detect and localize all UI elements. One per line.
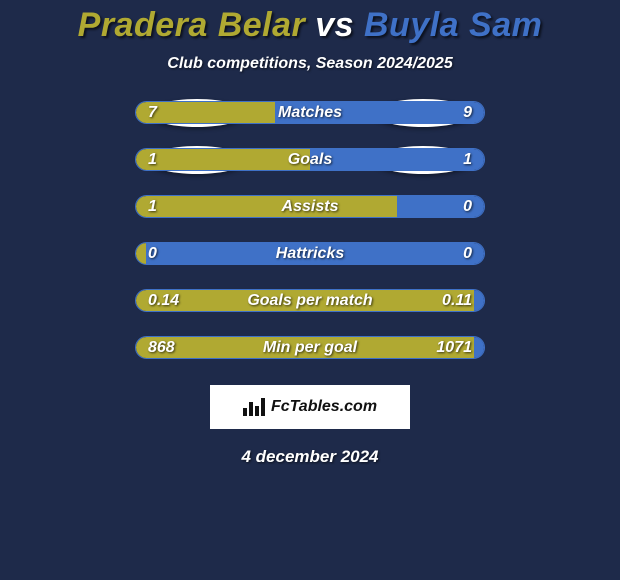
stat-value-left: 7 xyxy=(148,104,157,122)
stat-bar-left-fill xyxy=(136,243,146,264)
stat-label: Hattricks xyxy=(276,245,344,263)
stat-value-left: 0 xyxy=(148,245,157,263)
stat-label: Min per goal xyxy=(263,339,357,357)
subtitle: Club competitions, Season 2024/2025 xyxy=(167,55,452,73)
stat-label: Matches xyxy=(278,104,342,122)
stat-row: 1 Goals 1 xyxy=(135,148,485,171)
stat-bar: 1 Assists 0 xyxy=(135,195,485,218)
stat-rows: 7 Matches 9 1 Goals 1 1 Assists 0 0 Hattricks 0 0.14… xyxy=(135,101,485,383)
stat-value-right: 0.11 xyxy=(442,292,472,310)
stat-value-right: 0 xyxy=(463,198,472,216)
stat-bar-left-fill xyxy=(136,196,397,217)
stat-value-left: 1 xyxy=(148,198,157,216)
stat-bar-right-fill xyxy=(474,337,484,358)
title-player-b: Buyla Sam xyxy=(364,6,542,44)
stat-bar: 868 Min per goal 1071 xyxy=(135,336,485,359)
brand-badge[interactable]: FcTables.com xyxy=(210,385,410,429)
stat-value-right: 0 xyxy=(463,245,472,263)
comparison-card: Pradera Belar vs Buyla Sam Club competit… xyxy=(0,0,620,580)
stat-label: Goals xyxy=(288,151,332,169)
stat-bar: 7 Matches 9 xyxy=(135,101,485,124)
stat-row: 0.14 Goals per match 0.11 xyxy=(135,289,485,312)
stat-value-right: 9 xyxy=(463,104,472,122)
stat-row: 0 Hattricks 0 xyxy=(135,242,485,265)
stat-bar: 0.14 Goals per match 0.11 xyxy=(135,289,485,312)
stat-value-left: 868 xyxy=(148,339,175,357)
stat-label: Goals per match xyxy=(247,292,372,310)
stat-bar: 1 Goals 1 xyxy=(135,148,485,171)
brand-text: FcTables.com xyxy=(271,398,377,416)
bar-chart-icon xyxy=(243,398,265,416)
stat-row: 7 Matches 9 xyxy=(135,101,485,124)
stat-row: 1 Assists 0 xyxy=(135,195,485,218)
stat-label: Assists xyxy=(282,198,339,216)
title-vs: vs xyxy=(305,6,364,44)
stat-value-left: 1 xyxy=(148,151,157,169)
stat-value-right: 1 xyxy=(463,151,472,169)
stat-bar-left-fill xyxy=(136,149,310,170)
stat-bar-right-fill xyxy=(474,290,484,311)
stat-value-right: 1071 xyxy=(436,339,472,357)
stat-bar: 0 Hattricks 0 xyxy=(135,242,485,265)
stat-row: 868 Min per goal 1071 xyxy=(135,336,485,359)
title-player-a: Pradera Belar xyxy=(78,6,306,44)
stat-value-left: 0.14 xyxy=(148,292,179,310)
page-title: Pradera Belar vs Buyla Sam xyxy=(78,6,543,45)
date-label: 4 december 2024 xyxy=(241,447,378,467)
stat-bar-right-fill xyxy=(310,149,484,170)
